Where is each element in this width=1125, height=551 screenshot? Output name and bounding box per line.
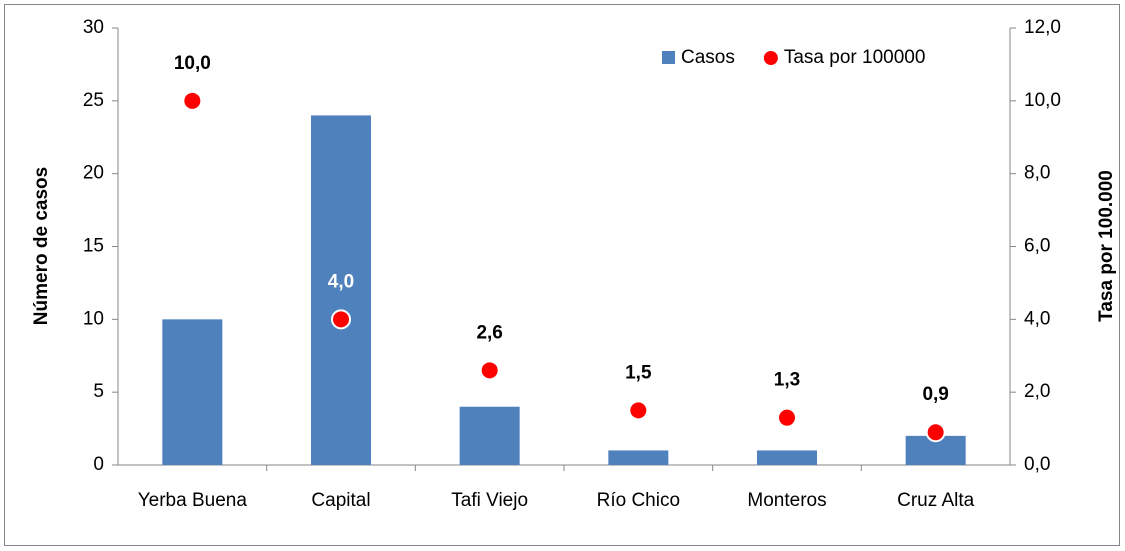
y2-tick-label: 4,0 [1024,308,1050,329]
data-label: 2,6 [476,322,502,343]
y-tick-label: 30 [83,17,104,38]
x-tick-label: Monteros [747,490,826,511]
x-tick-label: Capital [311,490,370,511]
bar [311,115,371,466]
y-tick-label: 10 [83,308,104,329]
y2-axis-title: Tasa por 100.000 [1096,170,1117,322]
point [628,400,649,421]
legend-swatch [662,51,675,64]
bar [162,319,223,465]
x-tick-label: Tafi Viejo [451,490,528,511]
bar [459,406,520,465]
x-tick-label: Cruz Alta [897,490,975,511]
data-label: 1,3 [774,370,800,391]
y2-tick-label: 10,0 [1024,90,1061,111]
data-label: 0,9 [922,384,948,405]
point [182,90,203,111]
y2-tick-label: 2,0 [1024,381,1050,402]
legend-swatch [763,51,778,65]
chart-frame [4,4,1120,546]
y-tick-label: 5 [93,381,104,402]
y2-tick-label: 0,0 [1024,454,1050,475]
data-label: 10,0 [174,53,211,74]
point [479,360,500,381]
y-tick-label: 25 [83,90,104,111]
point [925,422,946,443]
data-label: 1,5 [625,362,652,383]
y-tick-label: 15 [83,236,104,257]
x-tick-label: Río Chico [597,490,680,511]
point [777,407,797,428]
legend-label: Casos [681,47,735,68]
y2-tick-label: 8,0 [1024,163,1050,184]
y-tick-label: 20 [83,163,104,184]
y2-tick-label: 6,0 [1024,236,1050,257]
x-tick-label: Yerba Buena [138,490,248,511]
data-label: 4,0 [328,271,354,292]
bar [757,450,817,465]
legend-label: Tasa por 100000 [784,47,926,68]
bar [608,450,669,465]
point [331,309,351,330]
y2-tick-label: 12,0 [1024,17,1061,38]
y-tick-label: 0 [93,454,104,475]
y-axis-title: Número de casos [31,167,52,325]
